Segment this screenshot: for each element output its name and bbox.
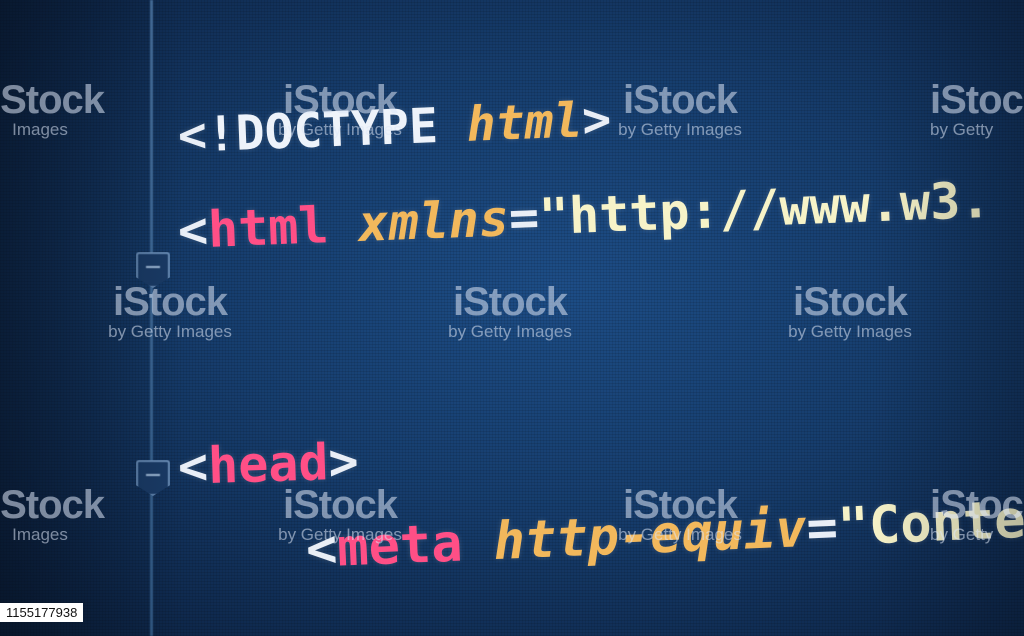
watermark-logo: iStock xyxy=(0,78,105,122)
stock-image-id: 1155177938 xyxy=(0,603,84,622)
watermark-caption: by Getty xyxy=(930,120,994,139)
watermark-caption: Images xyxy=(12,525,68,544)
code-token-attribute: http-equiv xyxy=(492,499,808,573)
code-token-space xyxy=(327,195,359,254)
code-token-bracket: < xyxy=(177,437,210,496)
code-token-space xyxy=(461,512,495,573)
code-token-equals: = xyxy=(507,188,541,248)
code-line-meta: <meta http-equiv="Conte xyxy=(305,490,1024,580)
watermark: iStock by Getty Images xyxy=(80,282,260,342)
fold-collapse-icon[interactable] xyxy=(136,460,170,496)
code-token-doctype: !DOCTYPE xyxy=(205,98,439,163)
code-token-string: "Conte xyxy=(836,489,1024,558)
watermark-caption: by Getty Images xyxy=(108,322,232,341)
watermark-caption: by Getty Images xyxy=(618,120,742,139)
code-token-space xyxy=(437,97,468,154)
watermark-logo: iStock xyxy=(112,280,228,324)
watermark-logo: iStock xyxy=(792,280,908,324)
code-token-string: "http://www.w3. xyxy=(537,170,992,247)
watermark-logo: iStock xyxy=(622,78,738,122)
watermark: iStock by Getty Images xyxy=(420,282,600,342)
code-token-bracket: < xyxy=(304,518,339,580)
code-token-tag: html xyxy=(206,196,330,259)
watermark: iStock by Getty Images xyxy=(590,80,770,140)
fold-collapse-icon[interactable] xyxy=(136,252,170,288)
watermark-caption: by Getty Images xyxy=(448,322,572,341)
code-token-tag: head xyxy=(207,433,330,496)
code-token-bracket: < xyxy=(176,106,208,164)
watermark-logo: iStock xyxy=(930,78,1024,122)
code-line-head: <head> xyxy=(177,432,359,496)
code-token-bracket: > xyxy=(327,432,360,492)
watermark: iStock Images xyxy=(0,78,105,140)
code-token-attribute: xmlns xyxy=(357,189,511,254)
editor-gutter-line xyxy=(150,0,153,636)
code-line-html: <html xmlns="http://www.w3. xyxy=(177,171,991,260)
code-token-bracket: < xyxy=(176,200,210,260)
code-token-tag: meta xyxy=(336,513,464,579)
code-token-keyword: html xyxy=(465,92,584,153)
code-token-equals: = xyxy=(805,497,840,559)
watermark: iStock by Getty xyxy=(930,80,1024,140)
watermark-logo: iStock xyxy=(0,483,105,527)
watermark-caption: by Getty Images xyxy=(788,322,912,341)
watermark: iStock by Getty Images xyxy=(760,282,940,342)
watermark: iStock Images xyxy=(0,483,105,545)
watermark-logo: iStock xyxy=(452,280,568,324)
code-token-bracket: > xyxy=(581,91,613,149)
watermark-caption: Images xyxy=(12,120,68,139)
code-line-doctype: <!DOCTYPE html> xyxy=(177,91,612,164)
